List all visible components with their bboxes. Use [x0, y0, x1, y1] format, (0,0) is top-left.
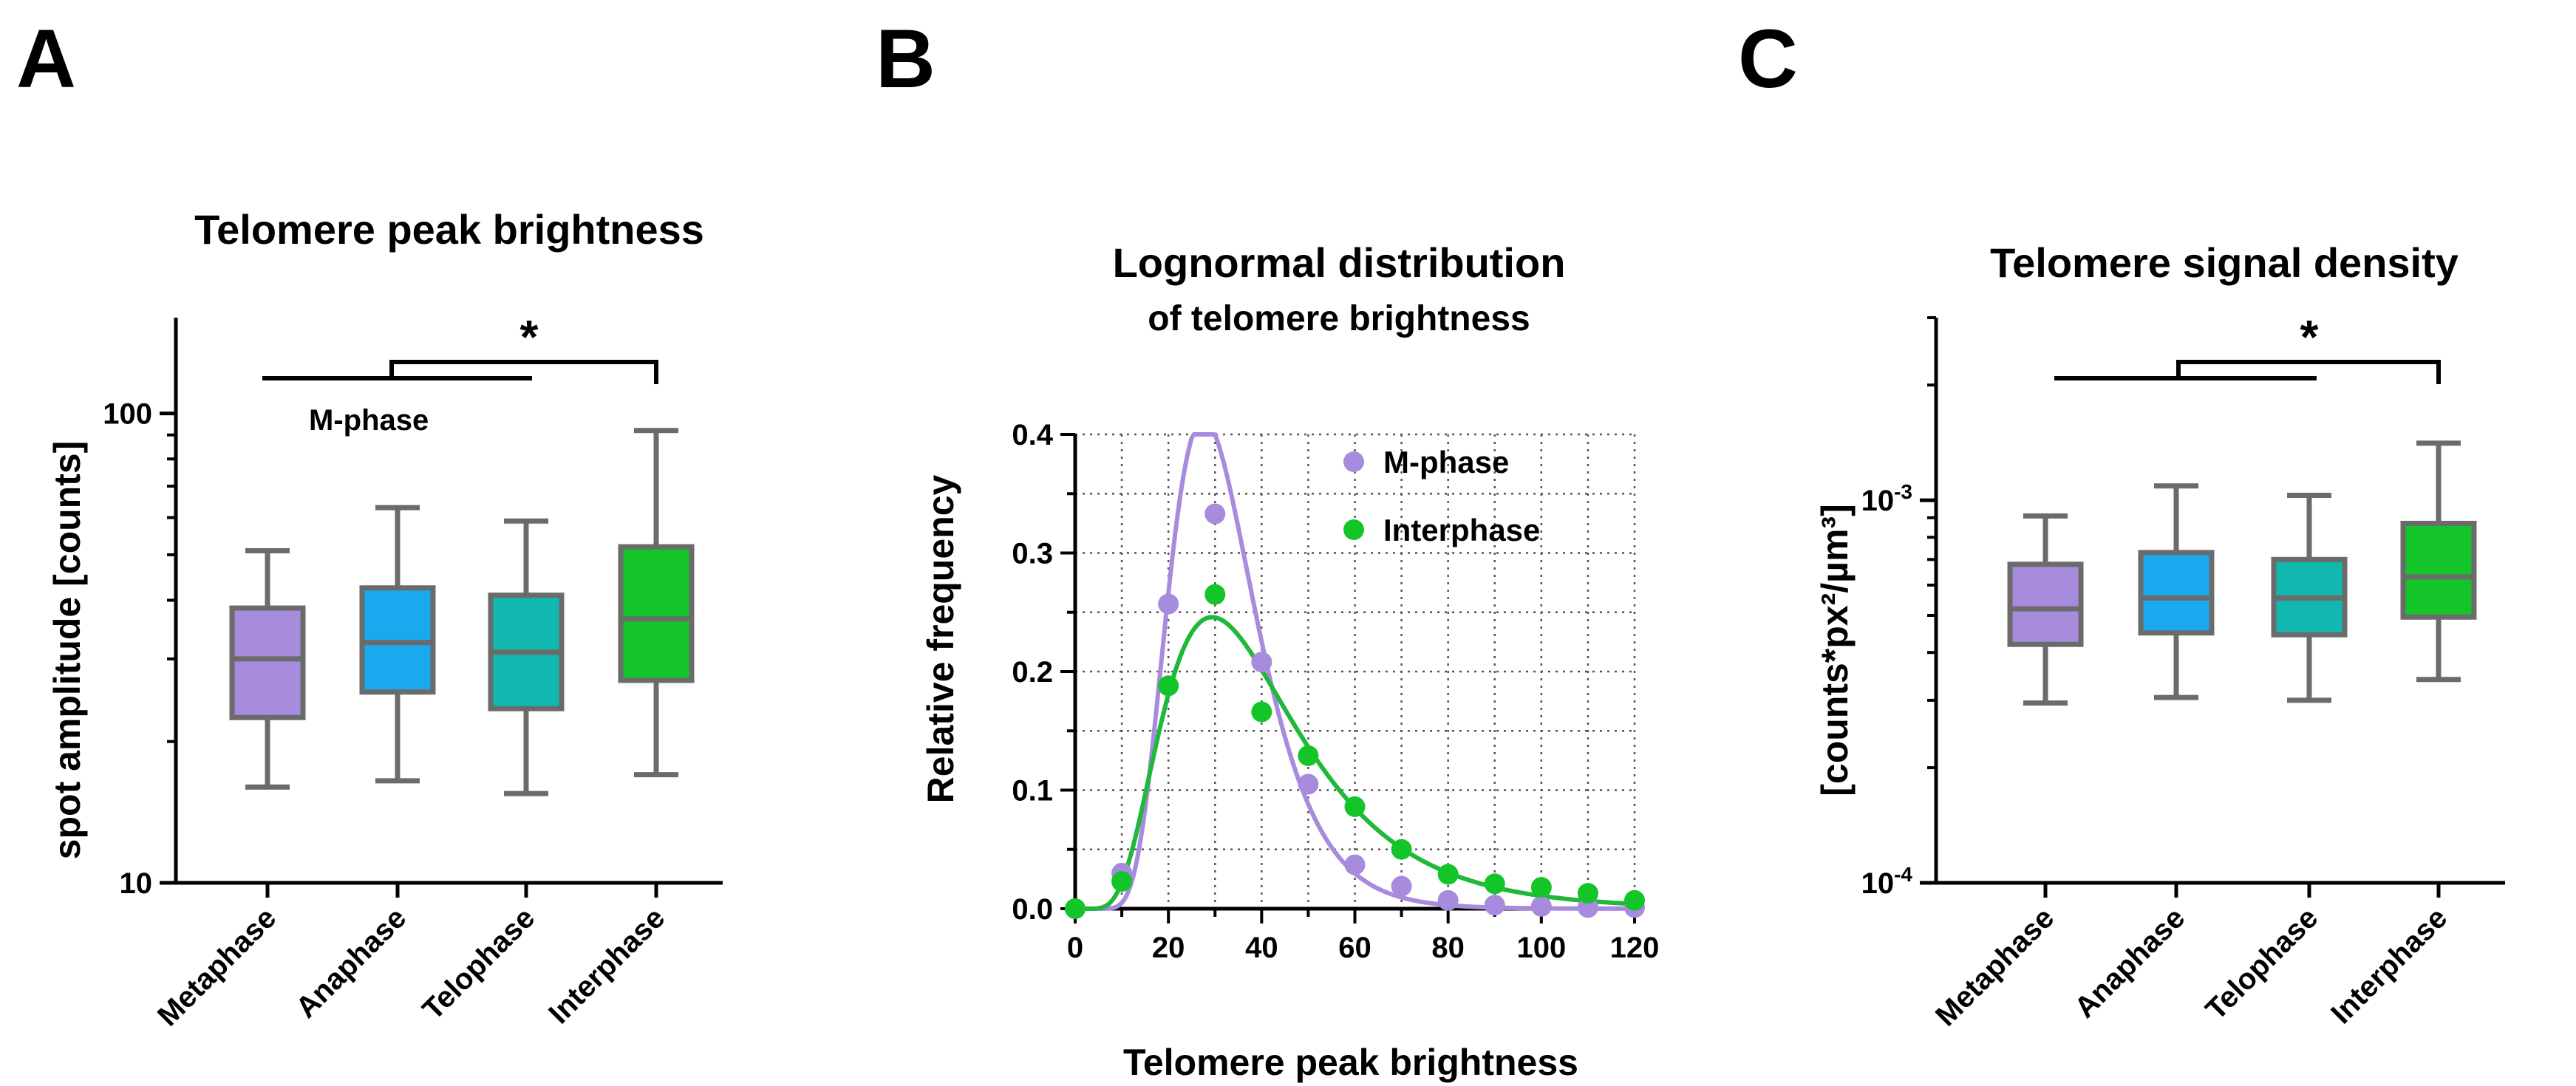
data-point-m-phase — [1204, 503, 1226, 525]
y-tick-label: 100 — [103, 398, 152, 431]
y-tick-label: 10-3 — [1861, 480, 1912, 517]
panel-c-label: C — [1738, 13, 1798, 105]
data-point-interphase — [1437, 864, 1459, 885]
x-tick-label: 40 — [1245, 932, 1278, 964]
x-tick-label: 0 — [1067, 932, 1083, 964]
x-category-label: Interphase — [2325, 901, 2453, 1030]
legend-label-interphase: Interphase — [1383, 513, 1540, 547]
chart-a-significance: * — [520, 310, 539, 363]
chart-c-title: Telomere signal density — [1990, 239, 2459, 286]
chart-b-subtitle: of telomere brightness — [1148, 299, 1530, 338]
box-anaphase — [2138, 550, 2215, 636]
data-point-interphase — [1484, 873, 1505, 895]
data-point-m-phase — [1251, 652, 1272, 673]
y-tick-label: 0.1 — [1012, 775, 1053, 807]
chart-b-legend: M-phase Interphase — [1343, 445, 1540, 547]
data-point-interphase — [1158, 675, 1179, 697]
x-category-label: Anaphase — [290, 901, 412, 1024]
x-tick-label: 60 — [1338, 932, 1372, 964]
legend-label-mphase: M-phase — [1383, 445, 1509, 479]
data-point-interphase — [1577, 883, 1598, 904]
data-point-interphase — [1391, 839, 1412, 860]
x-tick-label: 80 — [1431, 932, 1465, 964]
y-tick-label: 10 — [120, 867, 153, 900]
y-tick-label: 0.0 — [1012, 893, 1053, 926]
box-metaphase — [229, 605, 306, 720]
y-tick-label: 0.3 — [1012, 538, 1053, 570]
chart-a-mphase-label: M-phase — [309, 404, 429, 437]
chart-b-ylabel: Relative frequency — [920, 474, 961, 803]
y-tick-label: 0.2 — [1012, 656, 1053, 689]
data-point-interphase — [1344, 796, 1366, 817]
x-category-label: Telophase — [416, 901, 541, 1026]
chart-b-plot: 0.0 0.1 0.2 0.3 0.4 0 20 40 60 80 100 120 — [1012, 419, 1659, 964]
data-point-m-phase — [1158, 593, 1179, 615]
chart-c: Telomere signal density [counts*px²/µm³]… — [1814, 239, 2505, 1033]
data-point-m-phase — [1484, 895, 1505, 916]
data-point-m-phase — [1577, 897, 1598, 918]
data-point-interphase — [1624, 889, 1645, 911]
data-point-m-phase — [1344, 854, 1366, 875]
x-category-label: Interphase — [542, 901, 671, 1030]
data-point-m-phase — [1437, 889, 1459, 911]
box-interphase — [618, 544, 695, 683]
box-interphase — [2400, 520, 2477, 620]
chart-a-ylabel: spot amplitude [counts] — [47, 441, 88, 860]
data-point-m-phase — [1391, 875, 1412, 897]
chart-b-xlabel: Telomere peak brightness — [1123, 1042, 1578, 1083]
x-tick-label: 20 — [1152, 932, 1185, 964]
x-tick-label: 100 — [1516, 932, 1566, 964]
box-metaphase — [2007, 561, 2084, 647]
x-tick-label: 120 — [1610, 932, 1660, 964]
data-point-m-phase — [1298, 773, 1319, 795]
chart-c-ylabel: [counts*px²/µm³] — [1814, 504, 1856, 796]
legend-marker-interphase — [1343, 519, 1364, 540]
chart-c-significance: * — [2300, 310, 2319, 363]
box-anaphase — [359, 585, 436, 695]
x-category-label: Anaphase — [2068, 901, 2191, 1024]
chart-b: Lognormal distribution of telomere brigh… — [920, 239, 1659, 1083]
x-category-label: Telophase — [2199, 901, 2324, 1026]
data-point-interphase — [1530, 877, 1552, 898]
data-point-interphase — [1298, 745, 1319, 766]
chart-a-title: Telomere peak brightness — [194, 206, 704, 253]
significance-bracket — [389, 360, 658, 384]
data-point-interphase — [1065, 898, 1086, 919]
chart-c-plot: 10-4 10-3 Metaphase Anaphase Telophase Interp… — [1861, 316, 2505, 1033]
data-point-m-phase — [1530, 895, 1552, 917]
y-tick-label: 0.4 — [1012, 419, 1053, 451]
data-point-interphase — [1204, 584, 1226, 605]
data-point-interphase — [1251, 701, 1272, 723]
chart-a: Telomere peak brightness spot amplitude … — [47, 206, 723, 1033]
data-point-interphase — [1111, 871, 1133, 892]
panel-a-label: A — [16, 13, 76, 105]
y-tick-label: 10-4 — [1861, 863, 1913, 900]
panel-b-label: B — [876, 13, 936, 105]
x-category-label: Metaphase — [1929, 901, 2060, 1032]
legend-marker-mphase — [1343, 451, 1364, 472]
x-category-label: Metaphase — [151, 901, 282, 1032]
significance-bracket — [2176, 360, 2441, 384]
chart-b-title: Lognormal distribution — [1113, 239, 1566, 286]
